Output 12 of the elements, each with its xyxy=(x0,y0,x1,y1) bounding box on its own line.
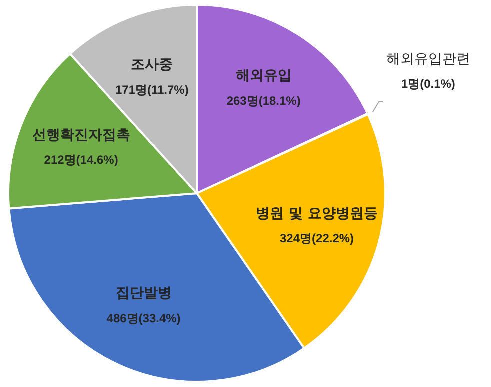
data-label: 263명(18.1%) xyxy=(226,94,301,108)
data-label: 171명(11.7%) xyxy=(115,82,189,97)
slice-label: 선행확진자접촉 xyxy=(32,127,130,144)
slice-label: 해외유입 xyxy=(236,68,292,84)
data-label: 1명(0.1%) xyxy=(401,76,456,91)
slice-label: 조사중 xyxy=(131,57,174,74)
slice-label: 병원 및 요양병원등 xyxy=(256,206,378,222)
data-label: 486명(33.4%) xyxy=(106,311,181,326)
data-label: 324명(22.2%) xyxy=(280,232,354,246)
data-label: 212명(14.6%) xyxy=(44,153,118,168)
slice-label: 집단발병 xyxy=(116,286,172,302)
slice-label: 해외유입관련 xyxy=(386,51,470,68)
